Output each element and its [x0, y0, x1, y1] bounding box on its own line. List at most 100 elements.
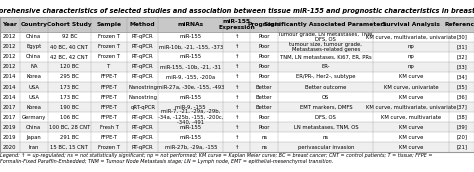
Text: [34]: [34]: [456, 74, 467, 79]
Text: USA: USA: [28, 95, 39, 100]
Text: 2020: 2020: [3, 145, 17, 150]
Text: 2017: 2017: [3, 115, 17, 120]
Text: 2014: 2014: [3, 95, 17, 100]
Text: 295 BC: 295 BC: [60, 74, 79, 79]
Text: Prognosis: Prognosis: [247, 22, 281, 27]
Text: Frozen T: Frozen T: [98, 54, 120, 59]
Text: [38]: [38]: [456, 115, 467, 120]
Text: 92 BC: 92 BC: [62, 34, 77, 39]
Text: miR-10b, -21, -155, -373: miR-10b, -21, -155, -373: [159, 44, 223, 49]
Text: 2017: 2017: [3, 105, 17, 110]
Bar: [0, 62, 474, 72]
Text: Japan: Japan: [27, 135, 41, 140]
Text: Year: Year: [2, 22, 17, 27]
Text: FFPE-T: FFPE-T: [100, 105, 118, 110]
Text: ↑: ↑: [235, 145, 239, 150]
Bar: [0, 52, 474, 62]
Text: RT-qPCR: RT-qPCR: [132, 135, 154, 140]
Text: [36]: [36]: [456, 95, 467, 100]
Text: ns: ns: [261, 145, 267, 150]
Text: KM curve, multivariate, univariate: KM curve, multivariate, univariate: [366, 34, 456, 39]
Text: Poor: Poor: [258, 64, 270, 69]
Text: ↑: ↑: [235, 95, 239, 100]
Text: FFPE-T: FFPE-T: [100, 74, 118, 79]
Text: RT-qPCR: RT-qPCR: [132, 54, 154, 59]
Text: Sample: Sample: [97, 22, 121, 27]
Text: ↑: ↑: [235, 34, 239, 39]
Text: TNM, LN metastases, Ki67, ER, PRs: TNM, LN metastases, Ki67, ER, PRs: [280, 54, 372, 59]
Text: 2019: 2019: [3, 125, 17, 130]
Text: miR-9, -155, -200a: miR-9, -155, -200a: [166, 74, 215, 79]
Text: Poor: Poor: [258, 54, 270, 59]
Text: miR-27a, -30e, -155, -493: miR-27a, -30e, -155, -493: [157, 84, 225, 89]
Text: miR-155: miR-155: [180, 54, 202, 59]
Text: 173 BC: 173 BC: [60, 84, 79, 89]
Text: Better: Better: [256, 84, 273, 89]
Text: Legend: ↑ = up-regulated; ns = not statistically significant; np = not performed: Legend: ↑ = up-regulated; ns = not stati…: [0, 153, 432, 164]
Text: KM curve: KM curve: [399, 145, 423, 150]
Text: Country: Country: [20, 22, 47, 27]
Text: ER-: ER-: [322, 64, 330, 69]
Text: 2012: 2012: [3, 34, 17, 39]
Text: KM curve, multivariate: KM curve, multivariate: [381, 115, 441, 120]
Bar: [0, 82, 474, 92]
Bar: [0, 142, 474, 152]
Text: RT-qPCR: RT-qPCR: [132, 145, 154, 150]
Text: ER/PR-, Her2-, subtype: ER/PR-, Her2-, subtype: [296, 74, 356, 79]
Text: Frozen T: Frozen T: [98, 145, 120, 150]
Text: Nanostring: Nanostring: [128, 95, 157, 100]
Text: 100 BC, 28 CNT: 100 BC, 28 CNT: [49, 125, 90, 130]
Text: China: China: [26, 54, 41, 59]
Bar: [0, 122, 474, 132]
Text: ↑: ↑: [235, 84, 239, 89]
Text: ns: ns: [323, 135, 329, 140]
Text: FFPE-T: FFPE-T: [100, 84, 118, 89]
Bar: [0, 132, 474, 142]
Text: China: China: [26, 34, 41, 39]
Text: Survival Analysis: Survival Analysis: [382, 22, 440, 27]
Text: EMT markers, DMFS: EMT markers, DMFS: [300, 105, 352, 110]
Text: miR-27b, -29a, -155: miR-27b, -29a, -155: [164, 145, 217, 150]
Text: 173 BC: 173 BC: [60, 95, 79, 100]
Text: 2019: 2019: [3, 135, 17, 140]
Text: miR-155: miR-155: [180, 135, 202, 140]
Text: NA: NA: [30, 64, 37, 69]
Bar: [0, 17, 474, 32]
Text: miR-155, -10b, -21, -31: miR-155, -10b, -21, -31: [160, 64, 221, 69]
Text: ns: ns: [261, 135, 267, 140]
Text: [20]: [20]: [456, 135, 467, 140]
Text: 15 BC, 15 CNT: 15 BC, 15 CNT: [50, 145, 88, 150]
Text: 42 BC, 42 CNT: 42 BC, 42 CNT: [50, 54, 88, 59]
Text: 190 BC: 190 BC: [60, 105, 79, 110]
Text: miR-155: miR-155: [180, 125, 202, 130]
Text: [21]: [21]: [456, 145, 467, 150]
Text: ↑: ↑: [235, 74, 239, 79]
Text: Method: Method: [130, 22, 155, 27]
Text: ↑: ↑: [235, 64, 239, 69]
Text: RT-qPCR: RT-qPCR: [132, 34, 154, 39]
Text: ↑: ↑: [235, 135, 239, 140]
Text: ↑: ↑: [235, 125, 239, 130]
Text: Fresh T: Fresh T: [100, 125, 118, 130]
Text: T: T: [108, 64, 110, 69]
Text: Korea: Korea: [27, 105, 41, 110]
Text: Tumour grade, LN metastases, TNM,
DFS, OS: Tumour grade, LN metastases, TNM, DFS, O…: [278, 32, 374, 42]
Text: FFPE-T: FFPE-T: [100, 135, 118, 140]
Text: RT-qPCR: RT-qPCR: [132, 115, 154, 120]
Text: KM curve, multivariate, univariate: KM curve, multivariate, univariate: [366, 105, 456, 110]
Text: ↑: ↑: [235, 44, 239, 49]
Text: KM curve: KM curve: [399, 125, 423, 130]
Text: USA: USA: [28, 84, 39, 89]
Text: ↑: ↑: [235, 115, 239, 120]
Bar: [0, 112, 474, 122]
Text: ↑: ↑: [235, 105, 239, 110]
Text: miRNAs: miRNAs: [178, 22, 204, 27]
Text: Better outcome: Better outcome: [305, 84, 346, 89]
Text: Frozen T: Frozen T: [98, 34, 120, 39]
Text: KM curve: KM curve: [399, 135, 423, 140]
Text: Poor: Poor: [258, 125, 270, 130]
Text: ↑: ↑: [235, 54, 239, 59]
Text: [37]: [37]: [456, 105, 467, 110]
Text: RT-qPCR: RT-qPCR: [132, 74, 154, 79]
Text: FFPE-T: FFPE-T: [100, 95, 118, 100]
